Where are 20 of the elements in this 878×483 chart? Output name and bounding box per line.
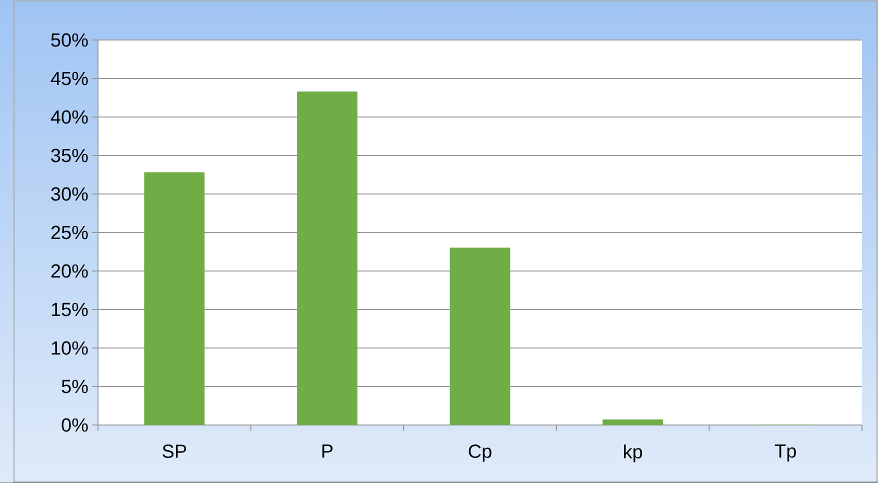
y-tick-label: 20% xyxy=(51,264,88,278)
bar xyxy=(602,419,664,425)
y-tick-label: 50% xyxy=(51,33,88,47)
y-tick-label: 15% xyxy=(52,302,88,316)
x-tick-label: kp xyxy=(624,444,642,462)
x-tick-label: Cp xyxy=(468,444,492,462)
y-tick-label: 25% xyxy=(51,226,88,240)
y-tick-label: 5% xyxy=(62,380,88,394)
bar xyxy=(297,91,358,425)
x-tick-label: Tp xyxy=(774,444,796,462)
y-tick-label: 45% xyxy=(50,72,88,86)
y-tick-label: 40% xyxy=(50,110,88,124)
y-tick-label: 10% xyxy=(52,341,88,355)
y-tick-label: 0% xyxy=(62,418,88,432)
x-tick-label: SP xyxy=(162,444,186,458)
bar xyxy=(144,172,205,425)
y-tick-label: 30% xyxy=(51,187,88,201)
x-tick-label: P xyxy=(322,444,333,458)
y-tick-label: 35% xyxy=(51,148,88,162)
bar xyxy=(450,248,510,425)
